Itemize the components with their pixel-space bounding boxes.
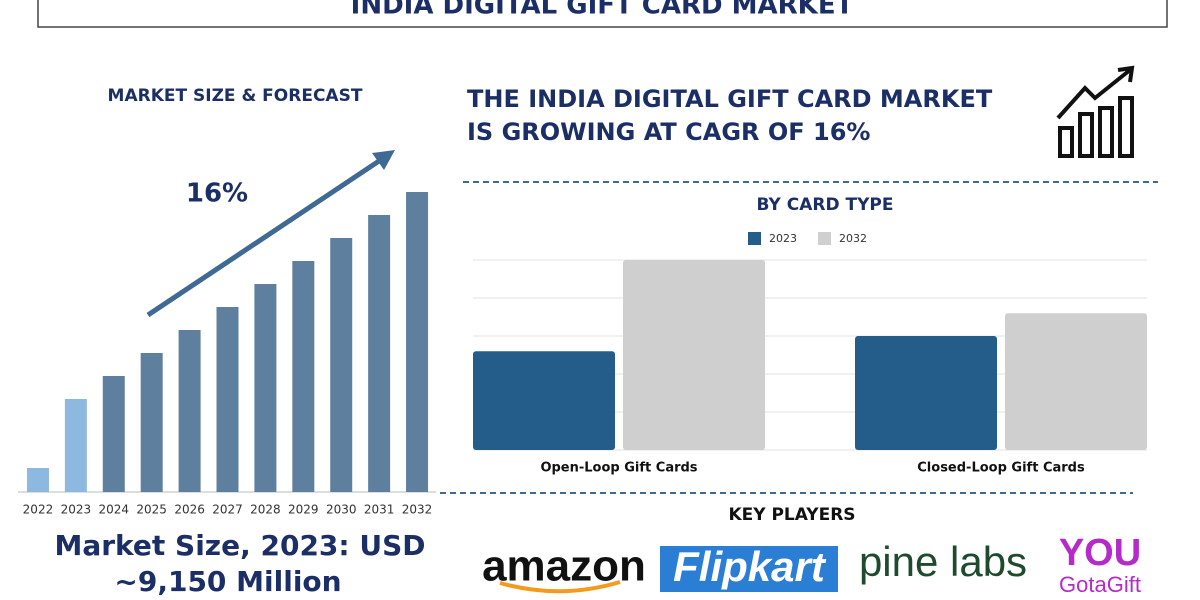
x-tick-label: Open-Loop Gift Cards <box>540 461 697 476</box>
bar <box>855 336 997 450</box>
bar <box>1005 313 1147 450</box>
page-title: INDIA DIGITAL GIFT CARD MARKET <box>351 0 854 21</box>
logo: pine labs <box>859 538 1027 585</box>
x-tick-label: 2031 <box>364 503 395 517</box>
x-tick-label: 2025 <box>136 503 167 517</box>
x-tick-label: 2024 <box>98 503 129 517</box>
x-tick-label: 2022 <box>23 503 54 517</box>
growth-arrow <box>146 152 390 318</box>
x-tick-label: 2030 <box>326 503 357 517</box>
cagr-annotation: 16% <box>186 179 248 209</box>
growth-icon <box>1056 65 1135 158</box>
x-tick-label: 2028 <box>250 503 281 517</box>
legend-swatch <box>818 232 831 245</box>
x-tick-label: 2023 <box>61 503 92 517</box>
market-size: ~9,150 Million <box>114 565 341 598</box>
bar <box>292 261 315 492</box>
title-box <box>37 0 1168 28</box>
bar <box>406 192 429 492</box>
x-tick-label: 2026 <box>174 503 205 517</box>
bar <box>473 351 615 450</box>
logo: Flipkart <box>673 543 827 590</box>
bar <box>216 307 239 492</box>
logo-bg <box>660 546 838 592</box>
bar <box>102 376 125 492</box>
x-tick-label: 2027 <box>212 503 243 517</box>
bar <box>254 284 277 492</box>
x-tick-label: 2029 <box>288 503 319 517</box>
bar <box>64 399 87 492</box>
section-title: KEY PLAYERS <box>728 505 855 525</box>
market-size: Market Size, 2023: USD <box>54 529 425 562</box>
bar <box>26 468 49 492</box>
headline: IS GROWING AT CAGR OF 16% <box>467 118 870 146</box>
bar <box>178 330 201 492</box>
bar <box>368 215 391 492</box>
bar <box>623 260 765 450</box>
bar <box>330 238 353 492</box>
logo-smile <box>499 580 621 594</box>
legend-label: 2032 <box>839 232 867 245</box>
legend-label: 2023 <box>769 232 797 245</box>
logo: GotaGift <box>1059 572 1141 597</box>
chart-title: BY CARD TYPE <box>757 195 894 215</box>
chart-title: MARKET SIZE & FORECAST <box>108 86 363 106</box>
bar <box>140 353 163 492</box>
x-tick-label: 2032 <box>402 503 433 517</box>
x-tick-label: Closed-Loop Gift Cards <box>917 461 1085 476</box>
headline: THE INDIA DIGITAL GIFT CARD MARKET <box>467 85 993 113</box>
arrow-head <box>372 150 395 170</box>
logo: YOU <box>1059 532 1141 574</box>
legend-swatch <box>748 232 761 245</box>
